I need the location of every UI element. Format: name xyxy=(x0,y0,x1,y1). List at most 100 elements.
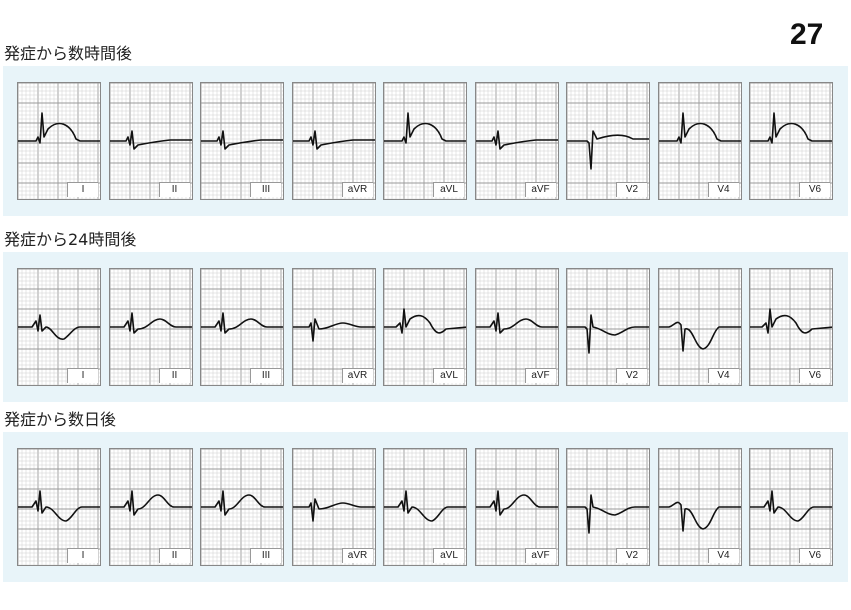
ecg-waveform xyxy=(658,501,741,532)
ecg-waveform xyxy=(750,490,832,522)
ecg-grid xyxy=(567,269,649,385)
ecg-waveform xyxy=(292,498,375,522)
lead-label: V2 xyxy=(616,182,647,197)
lead-label: II xyxy=(158,182,190,197)
ecg-lead-panel: aVR xyxy=(291,448,376,566)
ecg-grid xyxy=(658,449,741,565)
ecg-grid xyxy=(475,83,558,199)
ecg-waveform xyxy=(18,490,100,522)
lead-label: III xyxy=(250,368,281,383)
lead-label: aVF xyxy=(524,182,556,197)
lead-label: II xyxy=(158,548,190,563)
ecg-lead-panel: V2 xyxy=(566,268,650,386)
lead-label: III xyxy=(250,182,281,197)
ecg-waveform xyxy=(109,130,192,150)
ecg-waveform xyxy=(201,312,283,334)
lead-label: V6 xyxy=(799,368,830,383)
ecg-waveform xyxy=(750,112,832,144)
ecg-grid xyxy=(567,83,649,199)
ecg-waveform xyxy=(750,308,832,334)
ecg-grid xyxy=(201,83,283,199)
lead-label: V4 xyxy=(707,368,739,383)
ecg-strip-24h: I II III aVR aVL aVF V2 V4 V6 xyxy=(3,252,848,402)
ecg-lead-panel: V2 xyxy=(566,448,650,566)
ecg-lead-panel: V6 xyxy=(749,448,833,566)
ecg-grid xyxy=(292,449,375,565)
ecg-lead-panel: aVR xyxy=(291,268,376,386)
ecg-lead-panel: aVF xyxy=(474,268,559,386)
ecg-grid xyxy=(292,269,375,385)
ecg-grid xyxy=(201,269,283,385)
ecg-lead-panel: II xyxy=(108,448,193,566)
ecg-grid xyxy=(567,449,649,565)
ecg-waveform xyxy=(384,490,466,522)
section-title-hours: 発症から数時間後 xyxy=(4,44,133,63)
ecg-grid xyxy=(384,449,466,565)
lead-label: aVF xyxy=(524,548,556,563)
ecg-lead-panel: II xyxy=(108,82,193,200)
ecg-grid xyxy=(18,449,100,565)
lead-label: I xyxy=(67,368,98,383)
ecg-lead-panel: V4 xyxy=(657,448,742,566)
page-number: 27 xyxy=(790,18,824,51)
ecg-waveform xyxy=(292,130,375,150)
ecg-waveform xyxy=(567,314,649,354)
ecg-lead-panel: V6 xyxy=(749,82,833,200)
lead-label: V4 xyxy=(707,182,739,197)
ecg-waveform xyxy=(109,312,192,334)
ecg-lead-panel: I xyxy=(17,82,101,200)
ecg-lead-panel: aVL xyxy=(383,448,467,566)
ecg-grid xyxy=(292,83,375,199)
lead-label: aVR xyxy=(341,368,373,383)
lead-label: I xyxy=(67,182,98,197)
lead-label: II xyxy=(158,368,190,383)
ecg-waveform xyxy=(658,321,741,352)
section-title-24h: 発症から24時間後 xyxy=(4,230,137,249)
ecg-lead-panel: aVL xyxy=(383,268,467,386)
ecg-lead-panel: III xyxy=(200,448,284,566)
ecg-lead-panel: I xyxy=(17,448,101,566)
ecg-lead-panel: III xyxy=(200,82,284,200)
ecg-waveform xyxy=(475,130,558,150)
lead-label: aVL xyxy=(433,368,464,383)
lead-label: aVR xyxy=(341,548,373,563)
ecg-lead-panel: III xyxy=(200,268,284,386)
ecg-lead-panel: V4 xyxy=(657,82,742,200)
ecg-waveform xyxy=(201,490,283,516)
ecg-grid xyxy=(384,83,466,199)
lead-label: aVR xyxy=(341,182,373,197)
ecg-lead-panel: aVF xyxy=(474,448,559,566)
ecg-waveform xyxy=(384,308,466,334)
ecg-waveform xyxy=(475,312,558,334)
lead-label: V6 xyxy=(799,548,830,563)
ecg-waveform xyxy=(292,318,375,342)
lead-label: I xyxy=(67,548,98,563)
ecg-waveform xyxy=(567,494,649,534)
ecg-lead-panel: aVR xyxy=(291,82,376,200)
section-title-days: 発症から数日後 xyxy=(4,410,117,429)
lead-label: III xyxy=(250,548,281,563)
ecg-waveform xyxy=(109,490,192,516)
ecg-waveform xyxy=(567,130,649,170)
ecg-waveform xyxy=(201,130,283,150)
lead-label: aVF xyxy=(524,368,556,383)
lead-label: aVL xyxy=(433,548,464,563)
ecg-grid xyxy=(201,449,283,565)
lead-label: V6 xyxy=(799,182,830,197)
ecg-waveform xyxy=(658,112,741,144)
ecg-lead-panel: I xyxy=(17,268,101,386)
ecg-waveform xyxy=(384,112,466,144)
ecg-lead-panel: V4 xyxy=(657,268,742,386)
lead-label: V2 xyxy=(616,548,647,563)
ecg-lead-panel: V6 xyxy=(749,268,833,386)
ecg-lead-panel: aVF xyxy=(474,82,559,200)
ecg-lead-panel: aVL xyxy=(383,82,467,200)
ecg-grid xyxy=(18,269,100,385)
lead-label: V2 xyxy=(616,368,647,383)
ecg-grid xyxy=(750,269,832,385)
ecg-waveform xyxy=(18,112,100,144)
ecg-lead-panel: V2 xyxy=(566,82,650,200)
ecg-grid xyxy=(658,83,741,199)
ecg-waveform xyxy=(18,314,100,340)
ecg-strip-hours: I II III aVR aVL aVF V2 V4 V6 xyxy=(3,66,848,216)
